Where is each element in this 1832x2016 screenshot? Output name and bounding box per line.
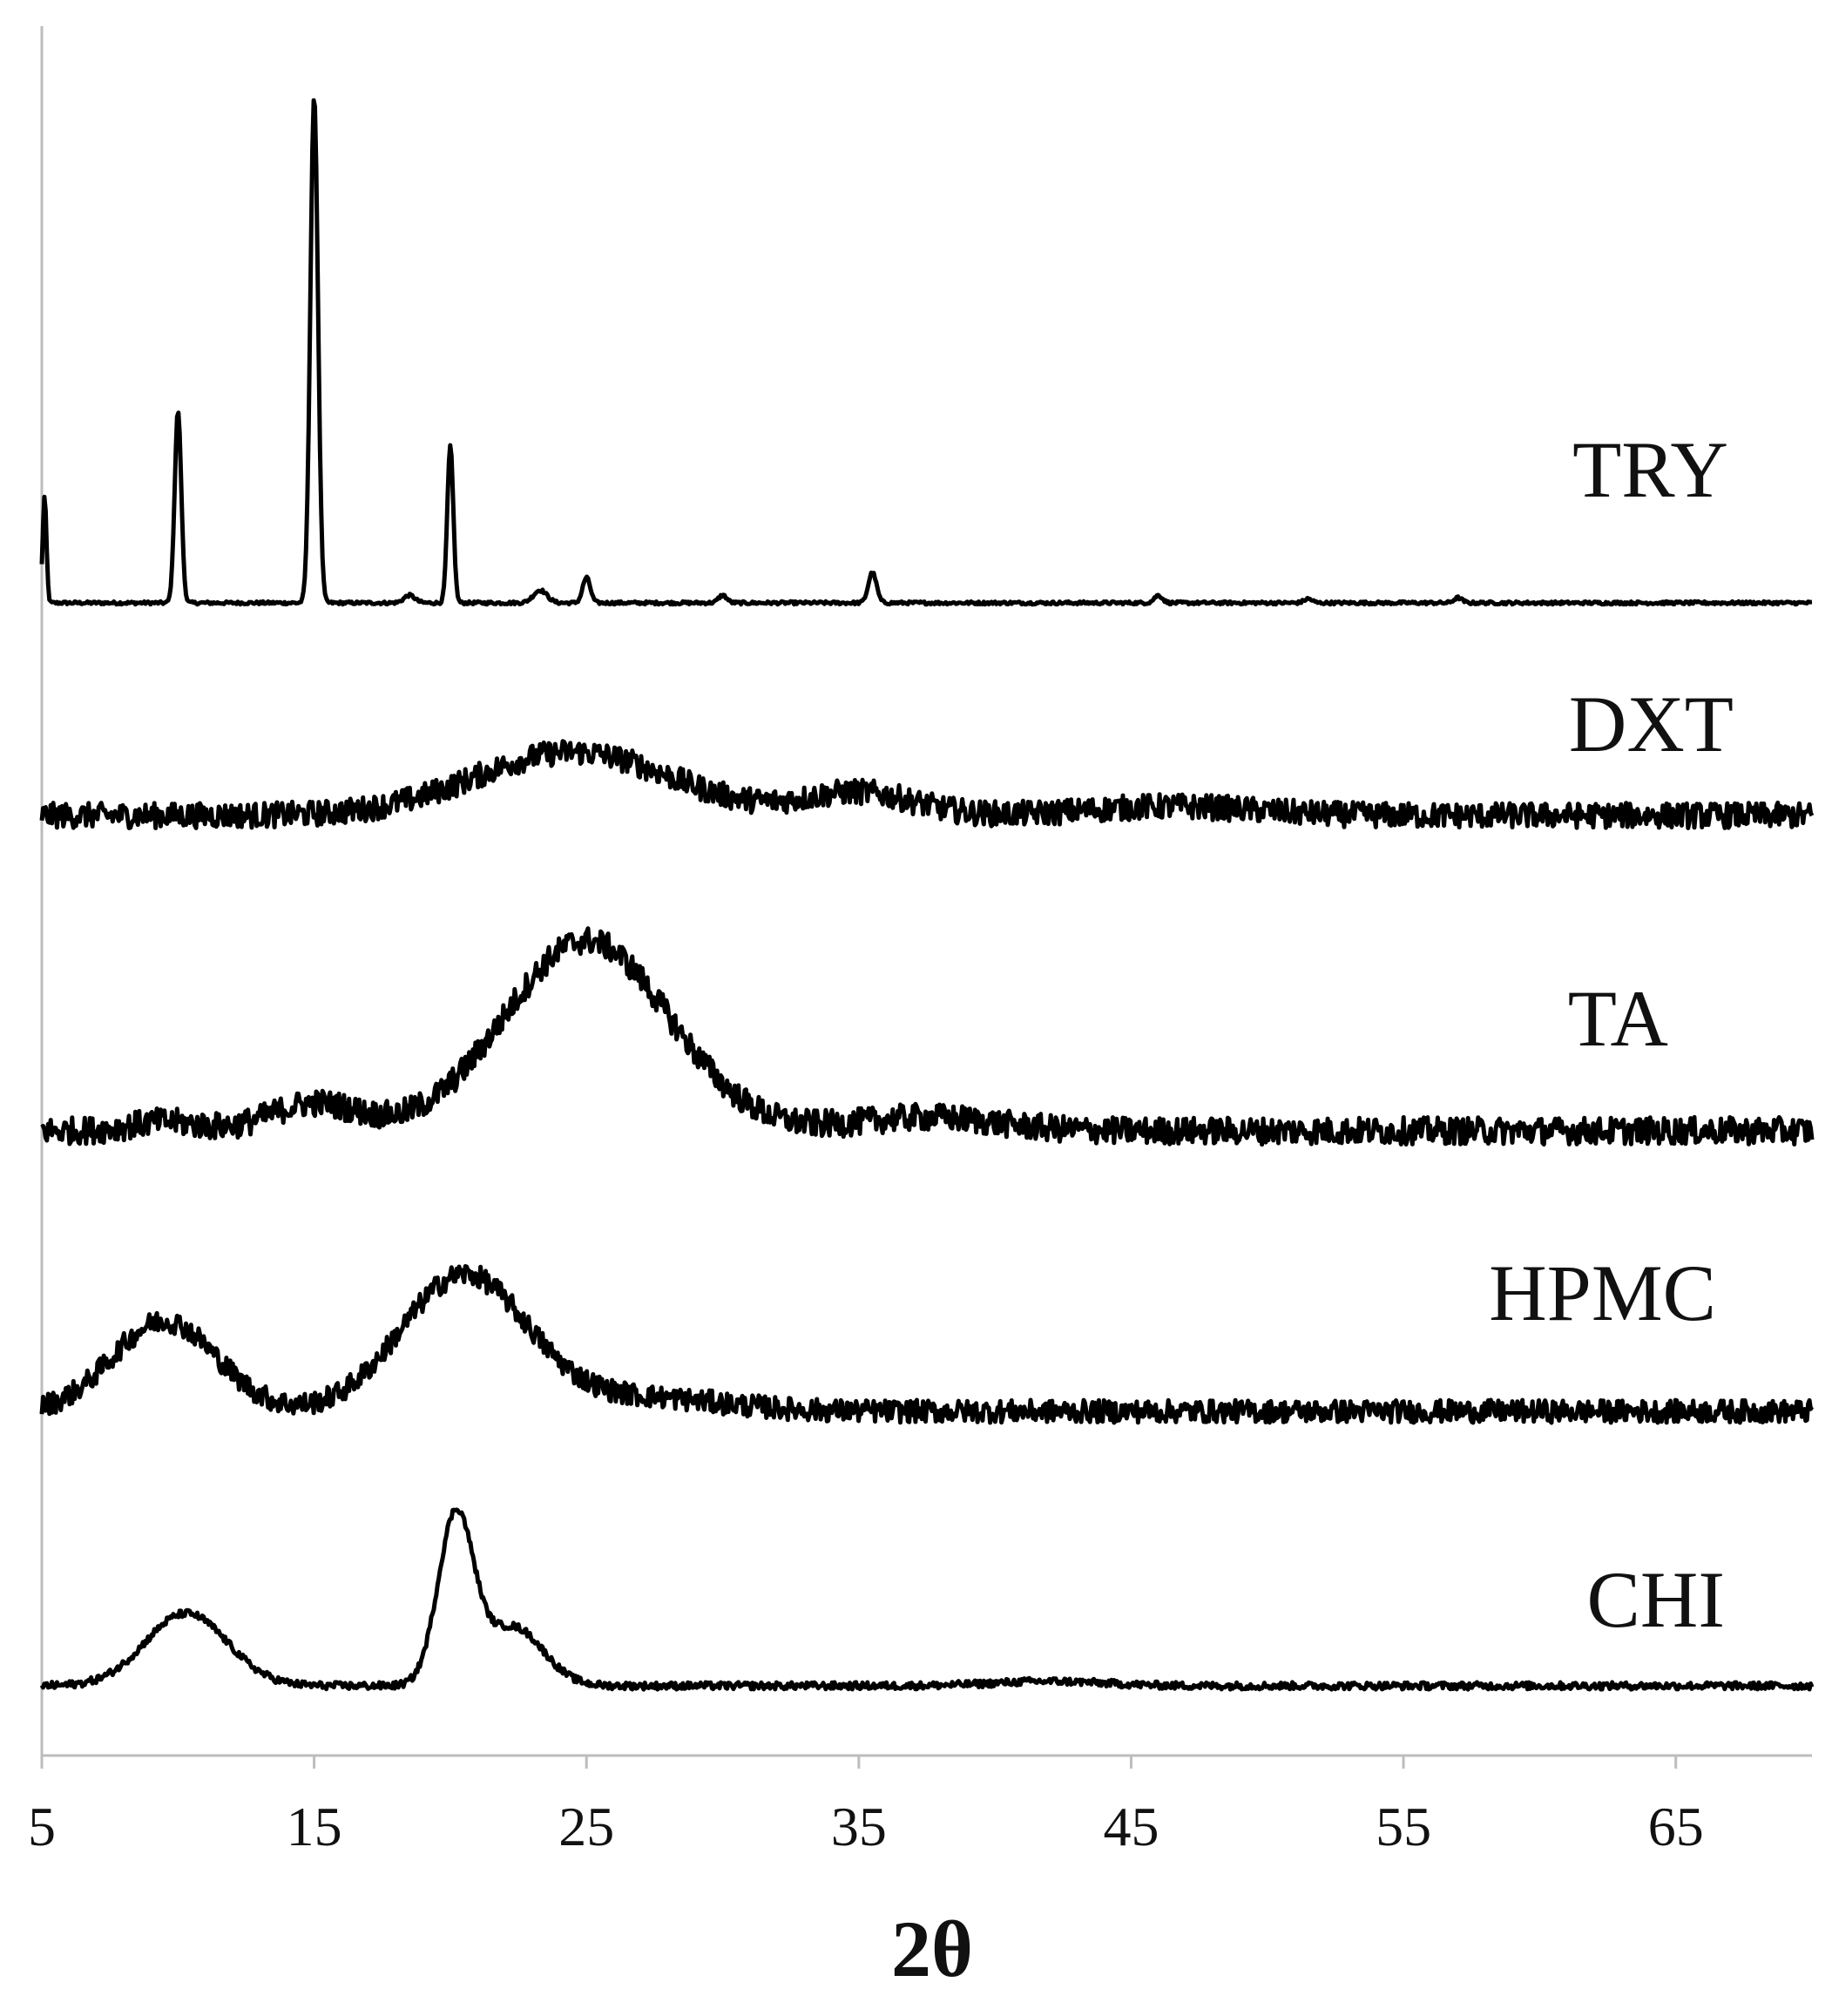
- trace-hpmc: [39, 1264, 1815, 1425]
- x-tick-label: 55: [1376, 1796, 1431, 1857]
- x-tick-label: 45: [1103, 1796, 1159, 1857]
- x-tick-label: 65: [1648, 1796, 1704, 1857]
- series-label-try: TRY: [1572, 425, 1728, 514]
- x-tick-label: 5: [28, 1796, 56, 1857]
- x-tick-label: 25: [558, 1796, 614, 1857]
- trace-chi: [39, 1507, 1815, 1692]
- series-label-ta: TA: [1568, 974, 1668, 1063]
- trace-ta: [40, 926, 1815, 1147]
- trace-dxt: [39, 739, 1815, 830]
- x-tick-label: 15: [287, 1796, 342, 1857]
- trace-try: [39, 98, 1813, 607]
- traces: [39, 98, 1815, 1692]
- x-axis-title: 2θ: [891, 1904, 973, 1993]
- axes: 5 15 25 35 45 55 65: [28, 26, 1812, 1857]
- series-label-hpmc: HPMC: [1489, 1248, 1716, 1337]
- series-label-dxt: DXT: [1569, 680, 1734, 768]
- series-labels: TRY DXT TA HPMC CHI: [1489, 425, 1734, 1644]
- x-tick-label: 35: [831, 1796, 887, 1857]
- series-label-chi: CHI: [1587, 1555, 1725, 1644]
